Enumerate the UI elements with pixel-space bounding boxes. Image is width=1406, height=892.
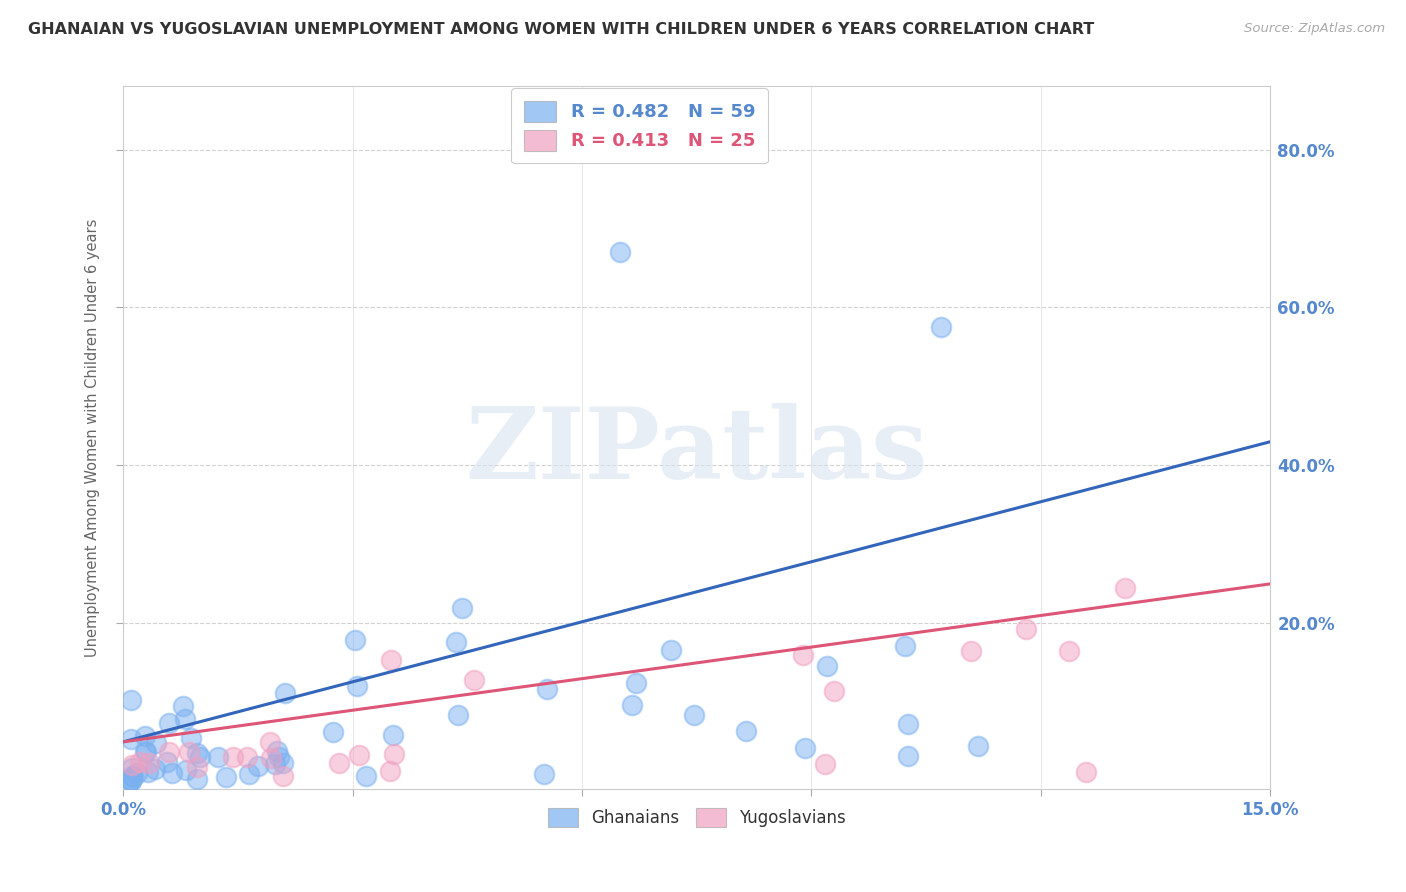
Point [931, 320, 953, 334]
Point [136, 765, 159, 780]
Point [447, 708, 470, 723]
Point [609, 245, 631, 260]
Text: ZIPatlas: ZIPatlas [465, 403, 928, 500]
Point [1014, 622, 1036, 636]
Point [271, 769, 294, 783]
Point [186, 746, 208, 760]
Point [967, 739, 990, 754]
Point [378, 764, 401, 779]
Point [120, 773, 142, 788]
Point [121, 761, 143, 775]
Point [120, 731, 142, 746]
Point [121, 770, 143, 784]
Point [793, 740, 815, 755]
Point [159, 745, 181, 759]
Point [349, 748, 371, 763]
Point [960, 644, 983, 658]
Point [160, 766, 183, 780]
Point [894, 639, 917, 653]
Point [173, 712, 195, 726]
Point [177, 745, 200, 759]
Point [259, 734, 281, 748]
Point [814, 757, 837, 772]
Point [120, 773, 142, 788]
Point [273, 756, 295, 770]
Point [792, 648, 814, 662]
Point [624, 676, 647, 690]
Point [463, 673, 485, 688]
Point [186, 760, 208, 774]
Point [344, 632, 367, 647]
Text: Source: ZipAtlas.com: Source: ZipAtlas.com [1244, 22, 1385, 36]
Point [120, 773, 142, 788]
Point [134, 744, 156, 758]
Point [346, 679, 368, 693]
Point [172, 699, 194, 714]
Point [536, 682, 558, 697]
Point [135, 745, 157, 759]
Point [621, 698, 644, 712]
Point [1074, 764, 1097, 779]
Point [533, 767, 555, 781]
Point [897, 748, 920, 763]
Point [444, 635, 467, 649]
Point [120, 692, 142, 706]
Point [260, 751, 283, 765]
Legend: Ghanaians, Yugoslavians: Ghanaians, Yugoslavians [541, 801, 852, 834]
Point [267, 750, 290, 764]
Point [823, 683, 845, 698]
Point [263, 756, 285, 771]
Point [382, 747, 405, 761]
Point [138, 756, 160, 771]
Point [266, 744, 288, 758]
Point [143, 762, 166, 776]
Point [659, 643, 682, 657]
Point [246, 759, 269, 773]
Point [157, 715, 180, 730]
Point [682, 707, 704, 722]
Point [236, 750, 259, 764]
Point [188, 750, 211, 764]
Point [451, 601, 474, 615]
Point [274, 685, 297, 699]
Point [121, 758, 143, 772]
Point [128, 756, 150, 770]
Point [382, 728, 405, 742]
Point [174, 763, 197, 777]
Point [815, 659, 838, 673]
Point [214, 770, 236, 784]
Point [121, 769, 143, 783]
Point [156, 756, 179, 770]
Text: GHANAIAN VS YUGOSLAVIAN UNEMPLOYMENT AMONG WOMEN WITH CHILDREN UNDER 6 YEARS COR: GHANAIAN VS YUGOSLAVIAN UNEMPLOYMENT AMO… [28, 22, 1094, 37]
Point [897, 717, 920, 731]
Point [734, 723, 756, 738]
Point [180, 731, 202, 746]
Point [354, 769, 377, 783]
Point [1114, 581, 1136, 595]
Point [1057, 644, 1080, 658]
Point [222, 750, 245, 764]
Point [322, 725, 344, 739]
Y-axis label: Unemployment Among Women with Children Under 6 years: Unemployment Among Women with Children U… [86, 219, 100, 657]
Point [238, 767, 260, 781]
Point [145, 736, 167, 750]
Point [127, 765, 149, 780]
Point [186, 772, 208, 787]
Point [134, 729, 156, 743]
Point [380, 653, 402, 667]
Point [207, 750, 229, 764]
Point [328, 756, 350, 770]
